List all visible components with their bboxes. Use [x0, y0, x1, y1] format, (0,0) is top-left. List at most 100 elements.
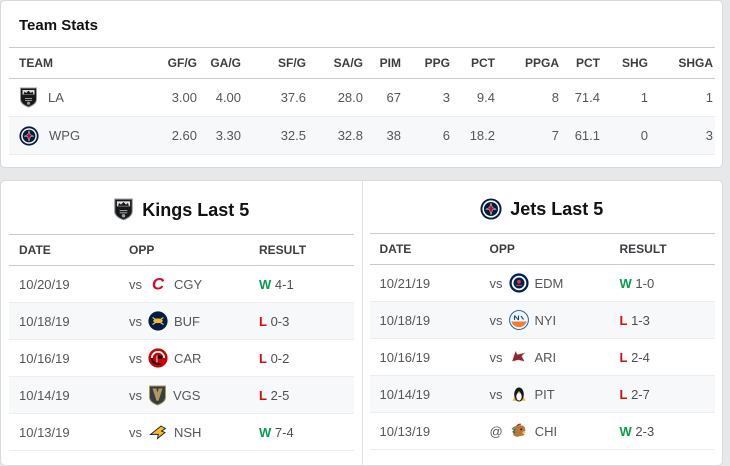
- column-header-gag: GA/G: [199, 47, 243, 79]
- game-date: 10/16/19: [369, 338, 480, 376]
- la-kings-logo-icon: [113, 198, 134, 221]
- column-header-shg: SHG: [602, 47, 650, 79]
- game-score: 1-3: [631, 312, 650, 328]
- game-score: 2-3: [635, 423, 655, 439]
- game-date: 10/14/19: [369, 375, 480, 413]
- game-date: 10/14/19: [9, 376, 119, 414]
- chi-blackhawks-logo-icon: [509, 421, 529, 441]
- column-header-shga: SHGA: [650, 47, 715, 79]
- game-outcome: L: [619, 312, 628, 328]
- game-row: 10/16/19 vs ARI L 2-4: [369, 338, 715, 376]
- opponent-abbr: NYI: [534, 312, 557, 328]
- game-date: 10/20/19: [9, 265, 119, 303]
- game-score: 2-5: [270, 387, 290, 403]
- table-row: WPG 2.60 3.30 32.5 32.8 38 6 18.2 7 61.1…: [9, 116, 715, 155]
- jets-last5-section: Jets Last 5 DATE OPP RESULT 10/21/19 vs: [362, 181, 723, 465]
- pit-penguins-logo-icon: [509, 384, 529, 404]
- team-stats-card: Team Stats TEAM GF/G GA/G SF/G SA/G PIM …: [0, 0, 723, 168]
- cgy-flames-logo-icon: C: [148, 274, 168, 294]
- kings-last5-table: DATE OPP RESULT 10/20/19 vs C CGY W: [9, 234, 354, 451]
- column-header-pct: PCT: [452, 47, 497, 79]
- stats-header-row: TEAM GF/G GA/G SF/G SA/G PIM PPG PCT PPG…: [9, 47, 715, 79]
- vertical-divider: [361, 181, 363, 465]
- game-score: 2-7: [631, 386, 650, 402]
- jets-last5-title: Jets Last 5: [362, 181, 723, 233]
- stat-value: 61.1: [561, 116, 602, 155]
- game-outcome: L: [259, 313, 267, 329]
- game-score: 4-1: [274, 276, 294, 292]
- team-abbr: LA: [48, 90, 64, 105]
- last5-card: Kings Last 5 DATE OPP RESULT 10/20/19 vs…: [0, 180, 723, 466]
- stat-value: 38: [365, 116, 403, 155]
- jets-last5-table: DATE OPP RESULT 10/21/19 vs EDM W: [369, 233, 715, 450]
- edm-oilers-logo-icon: [508, 273, 529, 293]
- opponent-abbr: BUF: [174, 313, 200, 329]
- game-location: vs: [129, 424, 142, 440]
- svg-text:C: C: [152, 275, 165, 294]
- column-header-gfg: GF/G: [159, 47, 199, 79]
- column-header-result: RESULT: [249, 234, 354, 266]
- column-header-opp: OPP: [119, 234, 249, 266]
- stat-value: 67: [365, 78, 403, 117]
- wpg-jets-logo-icon: [19, 125, 39, 146]
- stat-value: 1: [650, 78, 715, 117]
- buf-sabres-logo-icon: [148, 311, 168, 331]
- game-location: vs: [129, 276, 142, 292]
- games-header-row: DATE OPP RESULT: [9, 234, 354, 266]
- game-row: 10/18/19 vs NYI L 1-3: [369, 301, 715, 339]
- nsh-predators-logo-icon: [148, 422, 168, 442]
- stat-value: 71.4: [561, 78, 602, 117]
- game-row: 10/18/19 vs BUF L 0-3: [9, 302, 354, 340]
- column-header-result: RESULT: [609, 233, 715, 265]
- game-location: vs: [129, 387, 142, 403]
- kings-last5-title: Kings Last 5: [1, 181, 362, 234]
- game-outcome: W: [619, 275, 632, 291]
- stat-value: 8: [497, 78, 561, 117]
- game-score: 0-2: [270, 350, 290, 366]
- opponent-abbr: PIT: [534, 386, 555, 402]
- game-location: vs: [489, 386, 503, 402]
- column-header-team: TEAM: [9, 47, 159, 79]
- stat-value: 3: [650, 116, 715, 155]
- game-row: 10/21/19 vs EDM W 1-0: [369, 264, 715, 302]
- stat-value: 3.30: [199, 116, 243, 155]
- ari-coyotes-logo-icon: [509, 347, 529, 367]
- game-outcome: L: [259, 387, 267, 403]
- column-header-sag: SA/G: [308, 47, 365, 79]
- opponent-abbr: CAR: [174, 350, 202, 366]
- game-location: @: [489, 423, 503, 439]
- opponent-abbr: CGY: [174, 276, 203, 292]
- la-kings-logo-icon: [19, 87, 38, 108]
- game-row: 10/13/19 vs NSH W 7-4: [9, 413, 354, 451]
- game-outcome: L: [259, 350, 267, 366]
- opponent-abbr: CHI: [534, 423, 558, 439]
- game-outcome: W: [619, 423, 632, 439]
- team-stats-table: TEAM GF/G GA/G SF/G SA/G PIM PPG PCT PPG…: [9, 47, 715, 155]
- table-row: LA 3.00 4.00 37.6 28.0 67 3 9.4 8 71.4 1…: [9, 78, 715, 117]
- column-header-ppga: PPGA: [497, 47, 561, 79]
- game-location: vs: [489, 275, 503, 291]
- opponent-abbr: EDM: [534, 275, 564, 291]
- games-header-row: DATE OPP RESULT: [369, 233, 715, 265]
- column-header-sfg: SF/G: [243, 47, 308, 79]
- game-date: 10/21/19: [369, 264, 480, 302]
- stat-value: 32.8: [308, 116, 365, 155]
- game-outcome: L: [619, 349, 628, 365]
- stat-value: 9.4: [452, 78, 497, 117]
- stat-value: 37.6: [243, 78, 308, 117]
- stat-value: 28.0: [308, 78, 365, 117]
- stat-value: 1: [602, 78, 650, 117]
- kings-last5-section: Kings Last 5 DATE OPP RESULT 10/20/19 vs…: [1, 181, 362, 465]
- stat-value: 32.5: [243, 116, 308, 155]
- game-outcome: W: [259, 276, 272, 292]
- game-row: 10/20/19 vs C CGY W 4-1: [9, 265, 354, 303]
- game-location: vs: [129, 350, 142, 366]
- game-date: 10/16/19: [9, 339, 119, 377]
- game-date: 10/18/19: [9, 302, 119, 340]
- game-outcome: L: [619, 386, 628, 402]
- stat-value: 0: [602, 116, 650, 155]
- game-location: vs: [489, 349, 503, 365]
- opponent-abbr: ARI: [534, 349, 557, 365]
- nyi-islanders-logo-icon: [508, 310, 529, 330]
- game-location: vs: [489, 312, 503, 328]
